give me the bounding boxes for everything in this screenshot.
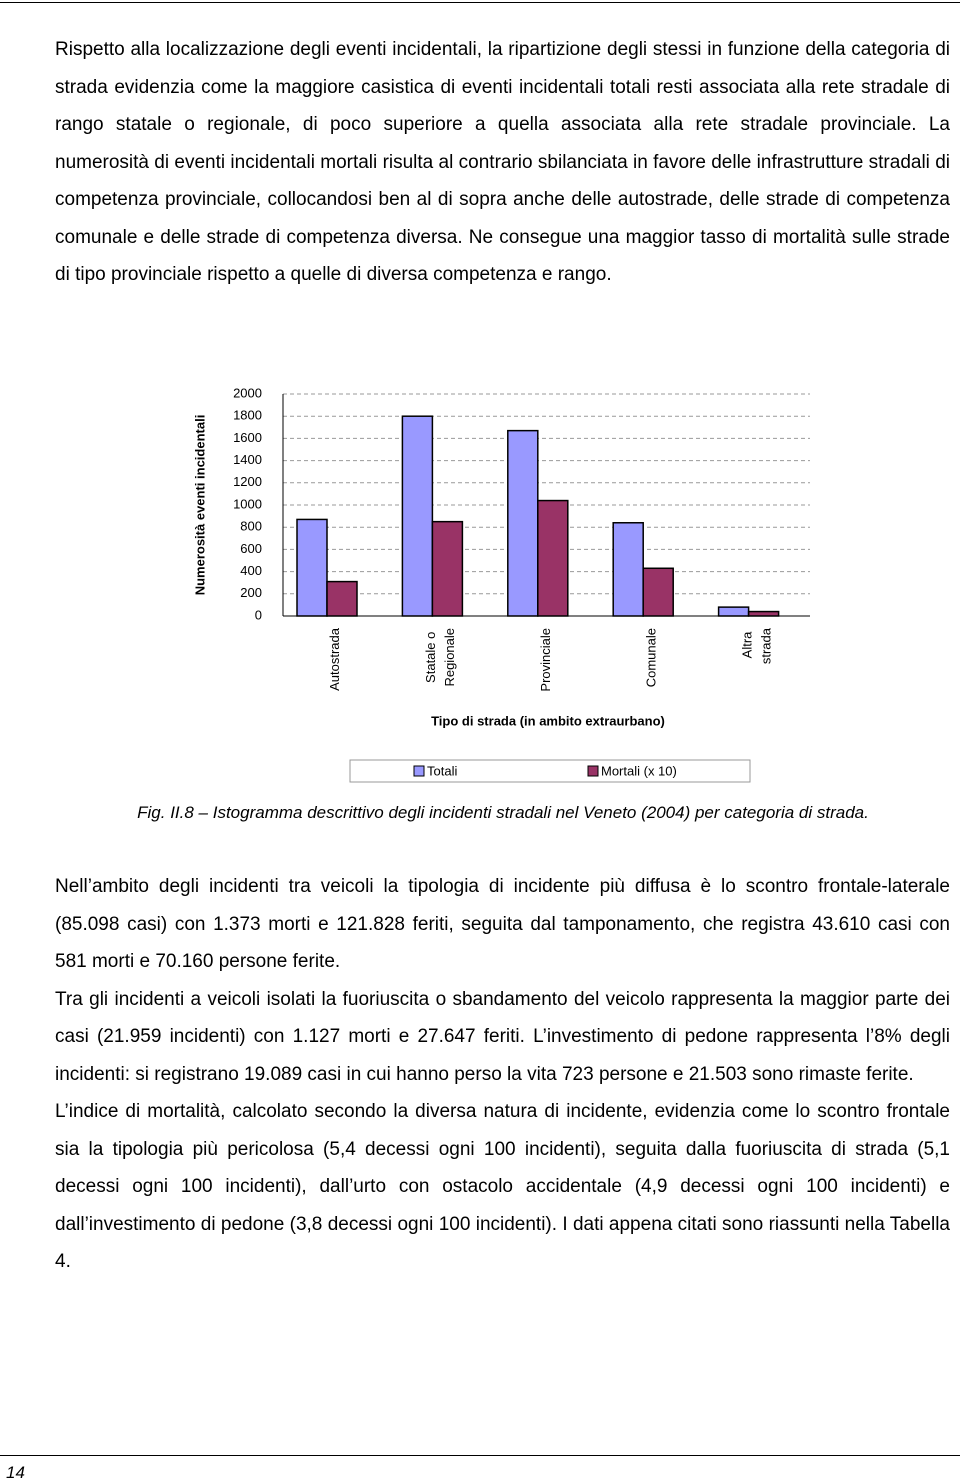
y-tick-label: 1200 <box>233 474 262 489</box>
y-tick-label: 1600 <box>233 430 262 445</box>
bar <box>717 606 750 617</box>
legend-label: Totali <box>427 763 457 778</box>
bar <box>401 415 434 617</box>
x-tick-label: Altra strada <box>740 627 774 664</box>
bar <box>642 567 674 617</box>
y-tick-label: 1000 <box>233 496 262 511</box>
bar <box>537 499 569 617</box>
footer-rule <box>0 1455 960 1456</box>
y-tick-label: 200 <box>240 585 262 600</box>
text-block: Nell’ambito degli incidenti tra veicoli … <box>55 868 950 1281</box>
y-tick-label: 2000 <box>233 385 262 400</box>
x-tick-label: Provinciale <box>538 628 553 692</box>
caption: Fig. II.8 – Istogramma descrittivo degli… <box>137 803 869 822</box>
text-block: Rispetto alla localizzazione degli event… <box>55 31 950 294</box>
chart: 0 200 400 600 800 1000 1200 1400 1600 1800 2000 Num… <box>192 385 810 783</box>
legend-box <box>349 759 751 783</box>
legend-label: Mortali (x 10) <box>601 763 677 778</box>
y-tick-label: 800 <box>240 519 262 534</box>
page-number: 14 <box>6 1463 25 1482</box>
bar <box>612 522 644 617</box>
x-tick-label: Comunale <box>643 628 658 687</box>
bar <box>431 520 464 617</box>
x-tick-label: Autostrada <box>327 627 342 691</box>
y-tick-label: 600 <box>240 541 262 556</box>
legend-swatch <box>413 765 425 777</box>
paragraph: Rispetto alla localizzazione degli event… <box>55 39 950 285</box>
bar <box>296 518 328 617</box>
x-tick-label: Statale o Regionale <box>424 628 458 687</box>
bar <box>747 610 780 617</box>
top-rule <box>0 2 960 3</box>
y-tick-label: 400 <box>240 563 262 578</box>
y-tick-label: 1400 <box>233 452 262 467</box>
x-axis-title: Tipo di strada (in ambito extraurbano) <box>431 713 665 728</box>
bar <box>507 429 539 617</box>
legend-swatch <box>587 765 599 777</box>
paragraph: Nell’ambito degli incidenti tra veicoli … <box>55 876 950 972</box>
paragraph: L’indice di mortalità, calcolato secondo… <box>55 1101 950 1272</box>
bar <box>326 580 358 617</box>
y-axis-title: Numerosità eventi incidentali <box>192 415 207 596</box>
paragraph: Tra gli incidenti a veicoli isolati la f… <box>55 988 950 1085</box>
y-tick-label: 1800 <box>233 408 262 423</box>
y-tick-label: 0 <box>255 607 262 622</box>
